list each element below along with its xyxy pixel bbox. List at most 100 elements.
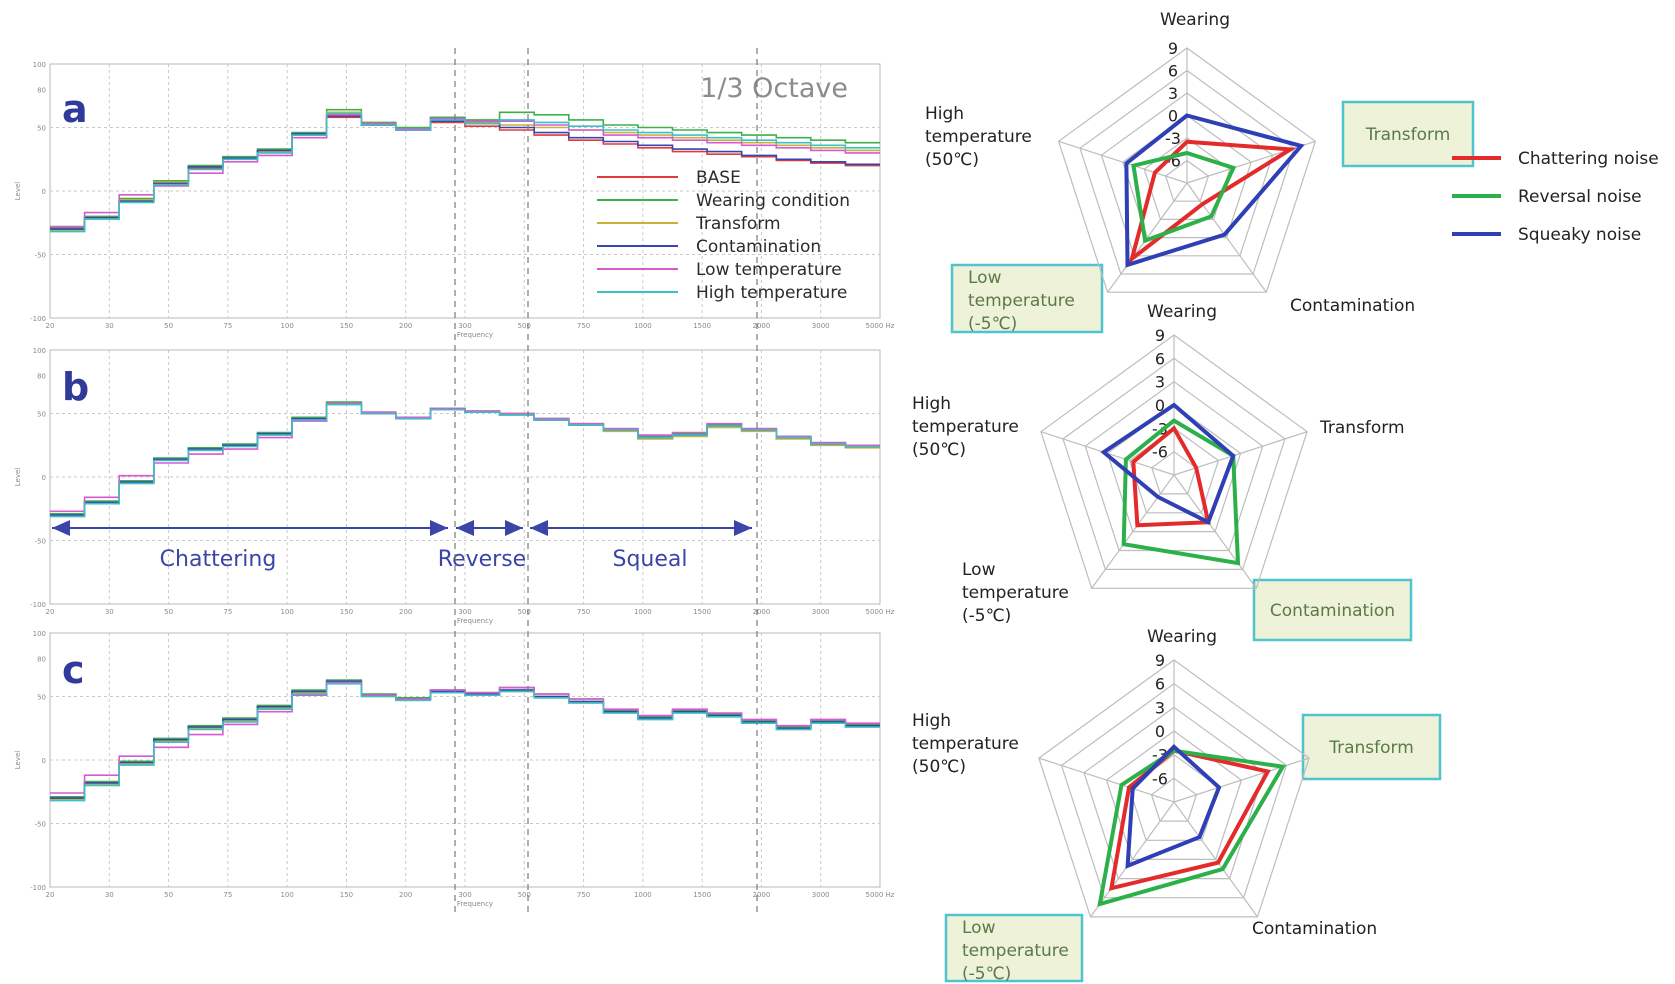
x-tick-label: 20 (46, 322, 55, 330)
y-tick-label: -50 (35, 538, 46, 546)
x-axis-label: Frequency (457, 331, 493, 339)
radar-series-chattering-noise (1131, 425, 1211, 528)
x-tick-label: 100 (280, 608, 293, 616)
x-tick-label: 300 (458, 608, 471, 616)
y-tick-label: 0 (42, 474, 46, 482)
radar-axis-label: (-5℃) (968, 314, 1017, 334)
x-tick-label: 200 (399, 891, 412, 899)
x-tick-label: 1500 (693, 891, 711, 899)
radar-series-reversal-noise (1097, 748, 1287, 907)
radar-series-squeaky-noise (1100, 402, 1236, 525)
series-line-high-temperature (50, 112, 880, 233)
x-tick-label: 500 (518, 322, 531, 330)
y-tick-label: -100 (30, 884, 46, 892)
radar-axis-label: (-5℃) (962, 606, 1011, 626)
x-tick-label: 5000 Hz (866, 322, 895, 330)
x-tick-label: 30 (105, 608, 114, 616)
x-tick-label: 50 (164, 322, 173, 330)
radar-axis-label: temperature (962, 583, 1069, 603)
radar-chart-2: 9630-3-6WearingTransformContaminationLow… (912, 302, 1413, 642)
radar-tick-label: 0 (1168, 107, 1178, 126)
radar-axis-label: (50℃) (925, 150, 979, 170)
x-tick-label: 75 (223, 608, 232, 616)
radar-tick-label: 9 (1155, 651, 1165, 670)
panel-label: b (62, 365, 89, 409)
y-tick-label: 80 (37, 655, 46, 663)
radar-ring (1079, 69, 1295, 275)
radar-ring (1122, 114, 1252, 239)
radar-tick-label: 3 (1155, 698, 1165, 717)
radar-ring (1105, 730, 1243, 861)
radar-axis-label: Low (962, 560, 996, 580)
radar-series-reversal-noise (1131, 150, 1237, 244)
radar-spoke (1090, 801, 1175, 918)
radar-spoke (1173, 474, 1257, 589)
panel-label: a (62, 87, 88, 131)
y-tick-label: 100 (33, 630, 46, 638)
y-tick-label: -50 (35, 252, 46, 260)
radar-ring (1038, 659, 1310, 918)
radar-ring (1106, 404, 1242, 533)
x-tick-label: 1000 (634, 608, 652, 616)
radar-spoke (1038, 757, 1175, 803)
highlight-box (1252, 578, 1413, 642)
radar-ring (1060, 682, 1288, 899)
x-tick-label: 5000 Hz (866, 891, 895, 899)
radar-chart-1: 9630-3-6WearingTransformContaminationLow… (925, 10, 1475, 334)
radar-series-squeaky-noise (1124, 113, 1305, 268)
radar-axis-label: Transform (1365, 125, 1451, 145)
x-tick-label: 2000 (753, 322, 771, 330)
y-tick-label: 100 (33, 61, 46, 69)
radar-tick-label: -6 (1152, 769, 1168, 788)
radar-axis-label: (50℃) (912, 440, 966, 460)
x-tick-label: 750 (577, 322, 590, 330)
radar-axis-label: (-5℃) (962, 964, 1011, 984)
radar-tick-label: 6 (1155, 349, 1165, 368)
y-tick-label: 50 (37, 411, 46, 419)
radar-ring (1164, 159, 1210, 202)
x-tick-label: 30 (105, 891, 114, 899)
x-tick-label: 3000 (812, 608, 830, 616)
x-tick-label: 3000 (812, 322, 830, 330)
x-tick-label: 20 (46, 891, 55, 899)
x-tick-label: 1000 (634, 322, 652, 330)
line-legend: BASE Wearing condition Transform Contaminat… (597, 168, 850, 303)
radar-legend-label: Squeaky noise (1518, 225, 1641, 245)
y-axis-label: Level (14, 182, 22, 201)
panel-label: c (62, 648, 85, 692)
x-tick-label: 500 (518, 891, 531, 899)
radar-axis-label: (50℃) (912, 757, 966, 777)
highlight-box (950, 263, 1104, 334)
radar-axis-label: Transform (1319, 418, 1405, 438)
y-tick-label: -50 (35, 821, 46, 829)
x-tick-label: 200 (399, 608, 412, 616)
x-tick-label: 300 (458, 891, 471, 899)
x-axis-label: Frequency (457, 900, 493, 908)
radar-axis-label: Wearing (1160, 10, 1230, 30)
y-tick-label: 80 (37, 372, 46, 380)
highlight-box (1301, 713, 1442, 781)
region-label: Reverse (438, 547, 526, 572)
x-tick-label: 5000 Hz (866, 608, 895, 616)
x-tick-label: 1000 (634, 891, 652, 899)
x-tick-label: 200 (399, 322, 412, 330)
radar-tick-label: 0 (1155, 722, 1165, 741)
radar-legend-label: Reversal noise (1518, 187, 1642, 207)
legend-label: Wearing condition (696, 191, 850, 211)
y-axis-label: Level (14, 751, 22, 770)
legend-label: Low temperature (696, 260, 842, 280)
radar-series-chattering-noise (1108, 748, 1271, 891)
x-tick-label: 100 (280, 891, 293, 899)
radar-axis-label: Wearing (1147, 627, 1217, 647)
x-tick-label: 2000 (753, 608, 771, 616)
x-tick-label: 150 (340, 891, 353, 899)
x-tick-label: 750 (577, 891, 590, 899)
series-line-high-temperature (50, 683, 880, 802)
radar-spoke (1173, 431, 1308, 476)
radar-legend: Chattering noise Reversal noise Squeaky no… (1452, 149, 1659, 245)
y-tick-label: 50 (37, 694, 46, 702)
radar-spoke (1091, 474, 1175, 589)
